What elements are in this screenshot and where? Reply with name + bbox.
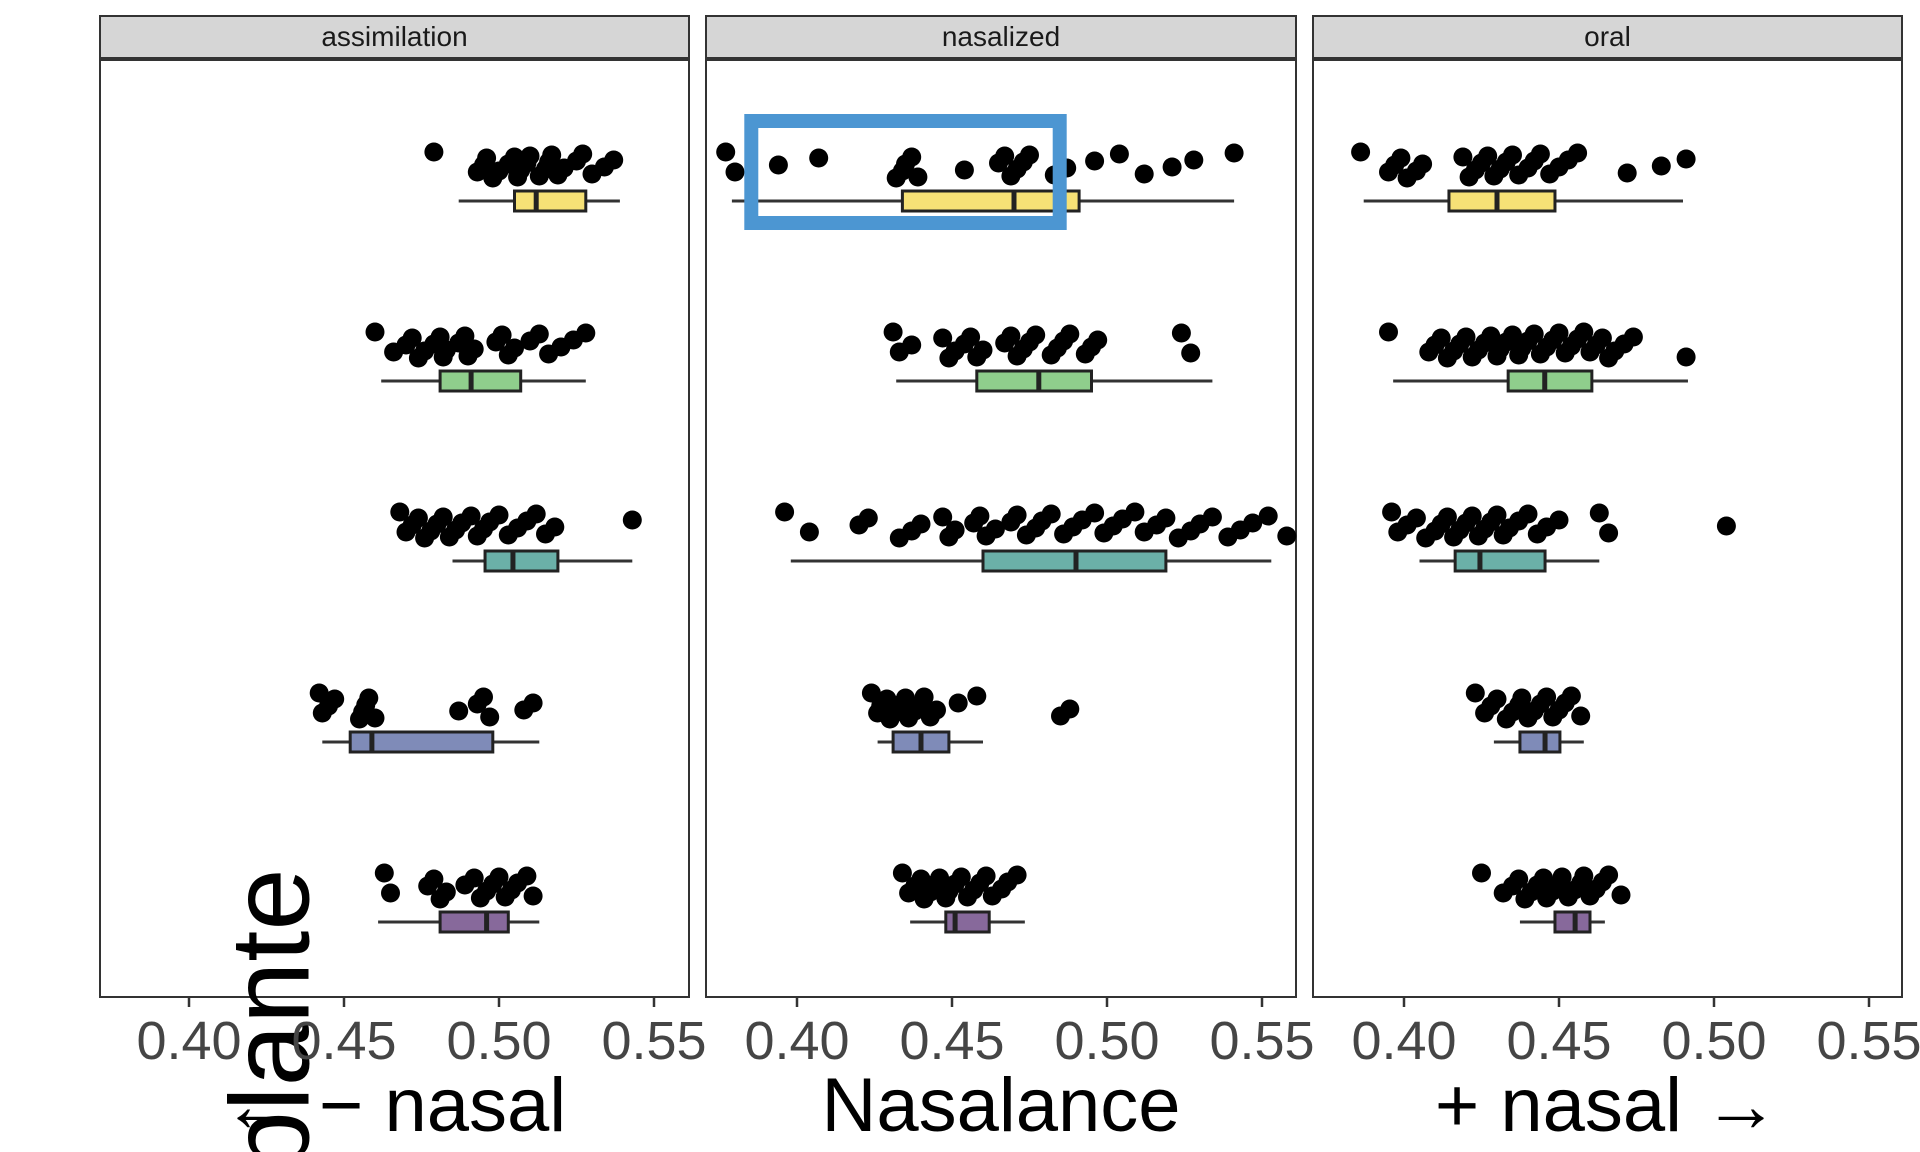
x-tick-label: 0.50	[446, 1011, 552, 1071]
facet-strip-label: nasalized	[941, 21, 1061, 52]
x-tick-label: 0.45	[291, 1011, 397, 1071]
x-tick-label: 0.55	[1816, 1011, 1920, 1071]
x-tick-label: 0.50	[1054, 1011, 1160, 1071]
x-tick-label: 0.40	[136, 1011, 242, 1071]
x-tick-label: 0.45	[1506, 1011, 1612, 1071]
x-tick-label: 0.45	[899, 1011, 1005, 1071]
plot-panel-assimilation	[99, 59, 690, 998]
x-tick-label: 0.55	[601, 1011, 707, 1071]
facet-strip-nasalized: nasalized	[705, 15, 1297, 59]
x-tick-label: 0.50	[1661, 1011, 1767, 1071]
x-tick-label: 0.40	[1351, 1011, 1457, 1071]
facet-strip-assimilation: assimilation	[99, 15, 690, 59]
plot-panel-oral	[1312, 59, 1903, 998]
facet-strip-label: oral	[1584, 21, 1631, 52]
x-tick-label: 0.55	[1209, 1011, 1315, 1071]
facet-strip-oral: oral	[1312, 15, 1903, 59]
facet-strip-label: assimilation	[321, 21, 468, 52]
plot-panel-nasalized	[705, 59, 1297, 998]
x-axis-title-minus-nasal: ← − nasal	[221, 1063, 567, 1148]
x-axis-title-plus-nasal: + nasal →	[1434, 1063, 1780, 1148]
x-tick-label: 0.40	[744, 1011, 850, 1071]
x-axis-title-nasalance: Nasalance	[821, 1063, 1181, 1148]
